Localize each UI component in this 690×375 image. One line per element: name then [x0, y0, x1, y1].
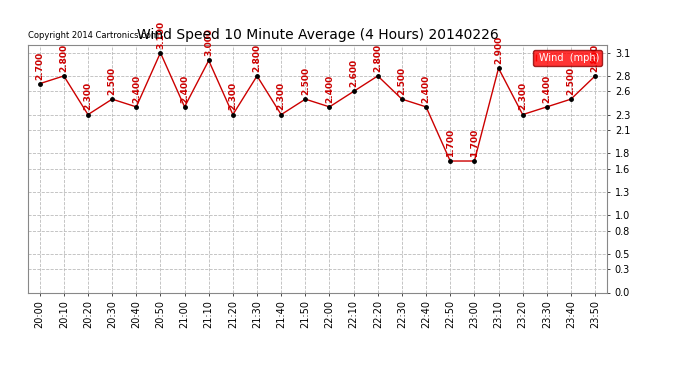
Text: 2.700: 2.700: [35, 51, 44, 80]
Text: 2.500: 2.500: [108, 67, 117, 95]
Text: 3.100: 3.100: [156, 21, 165, 49]
Text: 2.400: 2.400: [542, 75, 551, 103]
Text: 2.400: 2.400: [325, 75, 334, 103]
Text: Copyright 2014 Cartronics.com: Copyright 2014 Cartronics.com: [28, 31, 159, 40]
Text: 2.800: 2.800: [59, 44, 68, 72]
Text: 2.400: 2.400: [132, 75, 141, 103]
Text: 2.500: 2.500: [566, 67, 575, 95]
Text: 2.800: 2.800: [373, 44, 382, 72]
Text: 2.400: 2.400: [422, 75, 431, 103]
Legend: Wind  (mph): Wind (mph): [533, 50, 602, 66]
Text: 2.500: 2.500: [397, 67, 406, 95]
Title: Wind Speed 10 Minute Average (4 Hours) 20140226: Wind Speed 10 Minute Average (4 Hours) 2…: [137, 28, 498, 42]
Text: 2.300: 2.300: [277, 82, 286, 111]
Text: 2.800: 2.800: [253, 44, 262, 72]
Text: 2.800: 2.800: [591, 44, 600, 72]
Text: 2.600: 2.600: [349, 59, 358, 87]
Text: 1.700: 1.700: [446, 129, 455, 157]
Text: 2.300: 2.300: [228, 82, 237, 111]
Text: 2.300: 2.300: [83, 82, 92, 111]
Text: 2.500: 2.500: [301, 67, 310, 95]
Text: 1.700: 1.700: [470, 129, 479, 157]
Text: 2.300: 2.300: [518, 82, 527, 111]
Text: 2.900: 2.900: [494, 36, 503, 64]
Text: 3.000: 3.000: [204, 28, 213, 56]
Text: 2.400: 2.400: [180, 75, 189, 103]
